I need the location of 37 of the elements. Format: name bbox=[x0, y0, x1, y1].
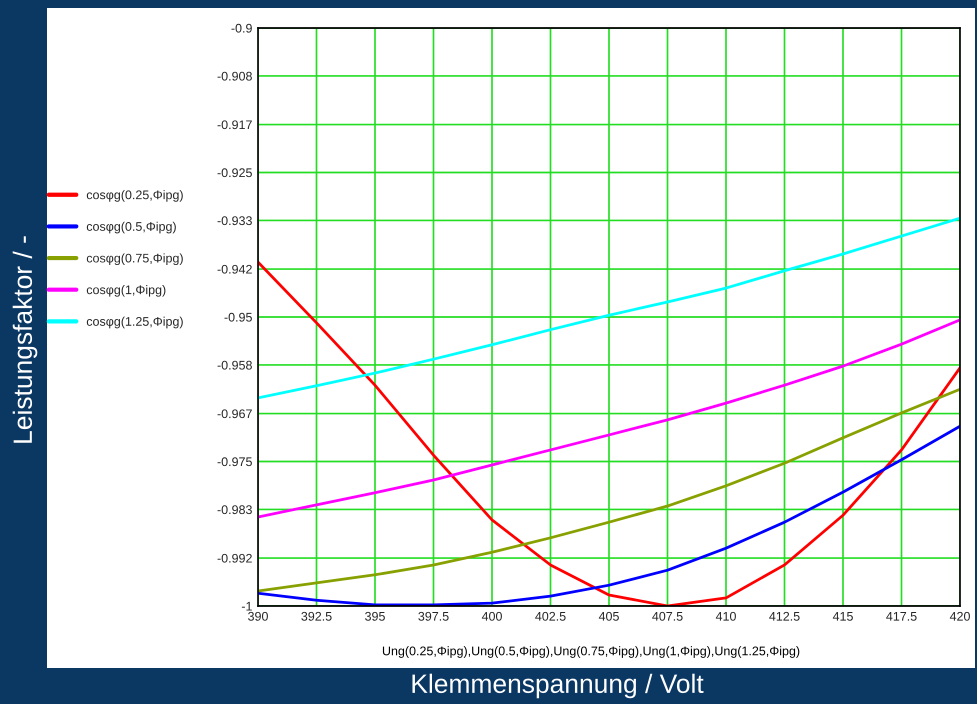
y-tick-label: -0.917 bbox=[218, 120, 252, 130]
x-tick-label: 392.5 bbox=[301, 612, 332, 621]
legend-label: cosφg(1,Φipg) bbox=[86, 285, 166, 297]
y-tick-label: -0.958 bbox=[218, 360, 252, 370]
x-tick-label: 420 bbox=[950, 612, 970, 621]
y-tick-label: -0.908 bbox=[218, 72, 252, 81]
y-tick-label: -0.9 bbox=[231, 24, 252, 33]
y-tick-label: -0.925 bbox=[218, 168, 252, 178]
text: Leistungsfaktor / - bbox=[12, 236, 38, 443]
legend-label: cosφg(0.5,Φipg) bbox=[86, 222, 176, 234]
legend-label: cosφg(0.25,Φipg) bbox=[86, 190, 183, 202]
x-tick-label: 397.5 bbox=[418, 612, 449, 621]
y-tick-label: -0.967 bbox=[218, 409, 252, 418]
x-tick-label: 412.5 bbox=[769, 612, 800, 621]
x-tick-label: 402.5 bbox=[535, 612, 566, 621]
y-tick-label: -0.975 bbox=[218, 457, 252, 466]
y-tick-label: -0.992 bbox=[218, 554, 252, 563]
y-tick-label: -0.95 bbox=[224, 312, 252, 322]
line-series bbox=[258, 318, 960, 518]
x-tick-label: 390 bbox=[248, 612, 268, 621]
text: Ung(0.25,Φipg),Ung(0.5,Φipg),Ung(0.75,Φipg),Ung(1,Φipg),Ung(1.25,Φipg) bbox=[382, 646, 800, 658]
line-series bbox=[258, 216, 960, 400]
x-tick-label: 405 bbox=[598, 612, 619, 621]
x-tick-label: 395 bbox=[365, 612, 385, 621]
line-series bbox=[258, 388, 960, 592]
x-tick-label: 400 bbox=[482, 612, 502, 621]
x-tick-label: 415 bbox=[832, 612, 853, 621]
y-tick-label: -1 bbox=[242, 602, 252, 611]
y-tick-label: -0.942 bbox=[218, 264, 252, 274]
x-tick-label: 410 bbox=[716, 612, 736, 621]
legend-label: cosφg(1.25,Φipg) bbox=[86, 316, 183, 328]
y-tick-label: -0.983 bbox=[218, 505, 252, 514]
x-axis-title: Klemmenspannung / Volt bbox=[412, 674, 704, 698]
x-tick-label: 407.5 bbox=[652, 612, 683, 621]
legend-label: cosφg(0.75,Φipg) bbox=[86, 253, 183, 266]
y-tick-label: -0.933 bbox=[218, 216, 252, 226]
x-tick-label: 417.5 bbox=[886, 612, 917, 621]
